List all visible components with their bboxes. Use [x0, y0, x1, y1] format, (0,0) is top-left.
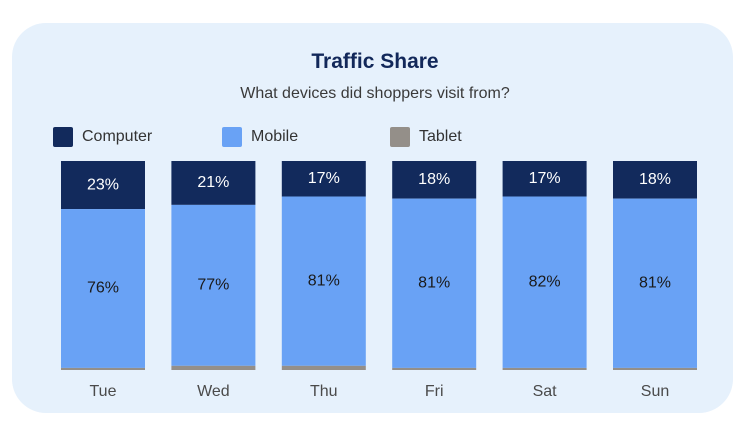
legend-item-computer: Computer — [53, 127, 152, 147]
bar-computer-wed — [171, 161, 256, 205]
bar-computer-thu — [281, 161, 366, 197]
data-label-computer-tue: 23% — [87, 176, 119, 193]
legend-swatch-mobile — [222, 127, 242, 147]
bar-tablet-fri — [392, 367, 477, 370]
bar-mobile-thu — [281, 196, 366, 366]
legend-swatch-computer — [53, 127, 73, 147]
legend-item-mobile: Mobile — [222, 127, 298, 147]
bar-tablet-thu — [281, 365, 366, 370]
data-label-mobile-fri: 81% — [418, 274, 450, 291]
data-label-mobile-thu: 81% — [308, 272, 340, 289]
data-label-mobile-sat: 82% — [529, 273, 561, 290]
data-label-mobile-tue: 76% — [87, 280, 119, 297]
legend-swatch-tablet — [390, 127, 410, 147]
bar-mobile-wed — [171, 204, 256, 366]
data-label-computer-thu: 17% — [308, 170, 340, 187]
chart-title: Traffic Share — [311, 50, 439, 73]
bar-computer-sun — [613, 161, 697, 199]
bar-computer-tue — [61, 161, 145, 210]
bar-tablet-tue — [61, 367, 145, 370]
data-label-computer-fri: 18% — [418, 171, 450, 188]
x-tick-label-wed: Wed — [197, 383, 230, 400]
data-label-computer-sat: 17% — [529, 170, 561, 187]
data-label-mobile-wed: 77% — [197, 277, 229, 294]
x-tick-label-sat: Sat — [533, 383, 558, 400]
legend-label-computer: Computer — [82, 128, 153, 145]
legend-label-mobile: Mobile — [251, 128, 299, 145]
bar-mobile-sun — [613, 198, 697, 368]
data-label-mobile-sun: 81% — [639, 274, 671, 291]
data-label-computer-sun: 18% — [639, 171, 671, 188]
legend-label-tablet: Tablet — [419, 128, 462, 145]
x-tick-label-sun: Sun — [641, 383, 669, 400]
bar-tablet-wed — [171, 365, 256, 370]
x-tick-label-fri: Fri — [425, 383, 444, 400]
chart-subtitle: What devices did shoppers visit from? — [240, 85, 510, 102]
bar-mobile-sat — [502, 196, 587, 368]
bar-computer-sat — [502, 161, 587, 197]
x-tick-label-tue: Tue — [90, 383, 117, 400]
legend-item-tablet: Tablet — [390, 127, 462, 147]
data-label-computer-wed: 21% — [197, 174, 229, 191]
bar-tablet-sat — [502, 367, 587, 370]
bar-mobile-tue — [61, 209, 145, 368]
bar-tablet-sun — [613, 367, 697, 370]
bar-computer-fri — [392, 161, 477, 199]
bar-mobile-fri — [392, 198, 477, 368]
x-tick-label-thu: Thu — [310, 383, 338, 400]
